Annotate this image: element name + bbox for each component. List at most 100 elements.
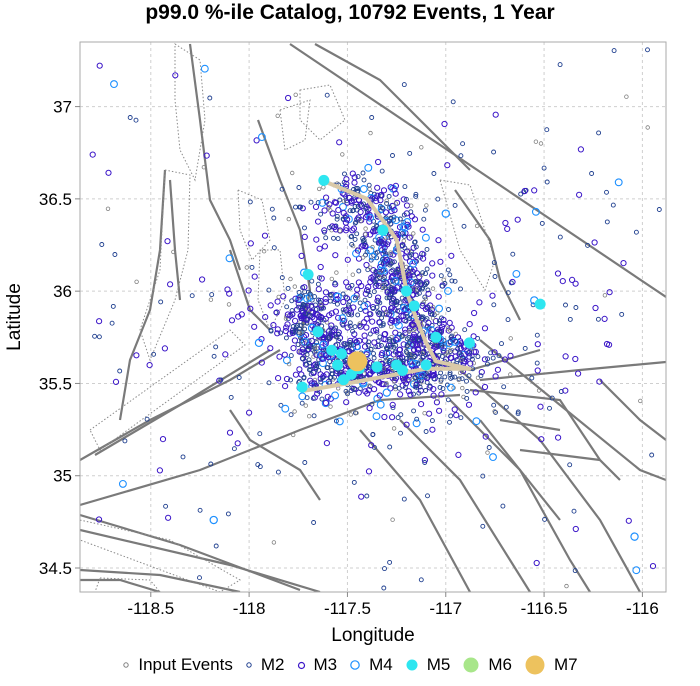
event-marker (429, 418, 435, 424)
event-marker (538, 141, 544, 146)
event-marker (321, 317, 327, 323)
event-marker (371, 386, 378, 393)
event-marker (395, 317, 402, 324)
event-marker (542, 516, 548, 522)
event-marker (344, 345, 349, 351)
event-marker (323, 235, 329, 241)
y-tick-label: 36.5 (39, 190, 72, 209)
fault-line (469, 388, 621, 481)
event-marker (311, 413, 317, 419)
event-marker (460, 141, 466, 147)
event-marker (200, 64, 209, 73)
event-marker (355, 203, 361, 209)
event-marker (144, 416, 150, 422)
event-marker (325, 365, 331, 371)
event-marker (309, 278, 315, 284)
event-marker (299, 338, 305, 344)
event-marker (316, 313, 323, 320)
legend-symbol (350, 660, 360, 670)
event-marker (456, 351, 463, 358)
event-marker (372, 412, 381, 421)
event-marker (533, 139, 539, 144)
event-marker (299, 308, 306, 315)
event-marker (251, 273, 258, 280)
event-marker (357, 323, 363, 328)
event-marker (440, 347, 447, 354)
event-marker (323, 440, 330, 447)
event-marker (475, 354, 481, 360)
event-marker (282, 327, 289, 335)
event-marker (387, 204, 393, 210)
event-marker (401, 82, 407, 88)
event-marker (481, 325, 489, 332)
y-tick-label: 34.5 (39, 559, 72, 578)
event-marker (649, 563, 657, 570)
event-marker (534, 341, 541, 348)
event-marker (357, 300, 363, 306)
event-marker (332, 308, 339, 315)
event-marker (460, 385, 465, 391)
event-marker (315, 218, 322, 225)
event-marker (352, 342, 361, 351)
event-marker (492, 409, 497, 414)
event-marker (355, 312, 361, 318)
event-marker (573, 305, 579, 310)
event-marker (335, 314, 342, 321)
event-marker (327, 225, 332, 230)
event-marker (284, 304, 290, 310)
event-marker (355, 186, 361, 191)
event-marker (391, 339, 396, 345)
event-marker (449, 278, 455, 284)
event-marker (266, 380, 272, 386)
event-marker (290, 170, 295, 176)
event-marker (614, 178, 623, 187)
fault-zone-outline (439, 179, 496, 292)
event-marker (381, 585, 387, 591)
event-marker (367, 186, 372, 192)
event-marker (459, 357, 464, 362)
event-marker (251, 323, 258, 330)
event-marker (430, 386, 437, 393)
event-marker (619, 311, 625, 317)
event-marker (485, 361, 490, 367)
event-marker (350, 304, 357, 311)
event-marker (478, 369, 485, 376)
event-marker (403, 196, 409, 202)
event-marker (105, 169, 112, 176)
event-marker (333, 325, 339, 331)
event-marker (357, 201, 364, 208)
event-marker (435, 196, 441, 202)
event-marker (316, 297, 321, 303)
event-marker (301, 233, 308, 240)
event-marker (386, 193, 392, 199)
event-marker (317, 186, 322, 192)
event-marker (544, 179, 550, 185)
event-marker (390, 153, 395, 158)
event-marker (591, 239, 598, 246)
event-marker (351, 479, 357, 485)
event-marker (645, 125, 650, 130)
event-marker (293, 92, 298, 97)
event-marker (370, 432, 376, 438)
event-marker (494, 366, 501, 373)
event-marker (400, 196, 407, 203)
event-marker (368, 442, 375, 449)
event-marker (366, 339, 372, 345)
event-marker (334, 334, 340, 340)
event-marker (228, 317, 236, 324)
event-marker (275, 375, 282, 382)
event-marker (340, 298, 347, 306)
event-marker (424, 203, 429, 208)
m5-event-marker (302, 269, 314, 281)
event-marker (564, 583, 569, 589)
event-marker (319, 340, 328, 349)
event-marker (384, 241, 391, 248)
event-marker (472, 417, 481, 426)
event-marker (371, 355, 377, 361)
event-marker (373, 269, 379, 274)
event-marker (471, 361, 476, 366)
event-marker (419, 145, 424, 150)
event-marker (371, 351, 376, 357)
event-marker (431, 376, 437, 382)
event-marker (350, 328, 356, 334)
